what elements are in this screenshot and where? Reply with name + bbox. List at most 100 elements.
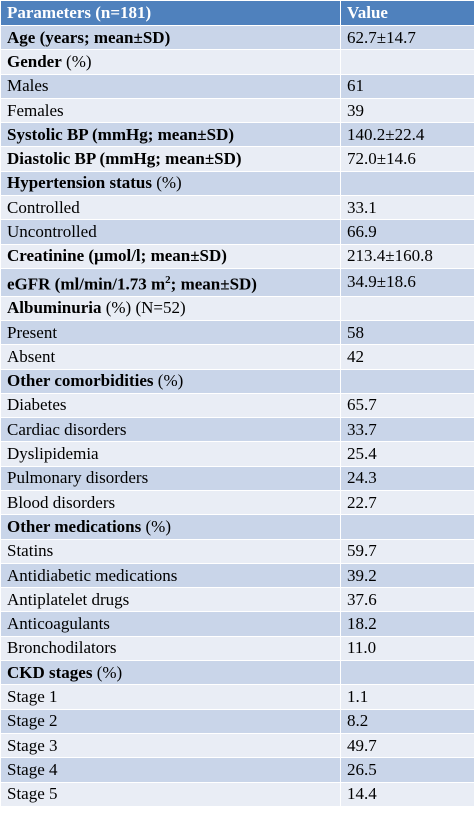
value-cell [340, 660, 474, 686]
value-cell [340, 368, 474, 394]
parameter-label: Age (years; mean±SD) [7, 27, 171, 47]
value-cell: 22.7 [340, 489, 474, 516]
value-cell: 24.3 [340, 465, 474, 492]
parameter-cell: eGFR (ml/min/1.73 m2; mean±SD) [0, 267, 341, 297]
table-row: Age (years; mean±SD) 62.7±14.7 [0, 24, 474, 51]
table-row: Bronchodilators 11.0 [0, 635, 474, 662]
value-cell: 34.9±18.6 [340, 267, 474, 297]
parameter-cell: Creatinine (µmol/l; mean±SD) [0, 243, 341, 269]
parameter-cell: CKD stages (%) [0, 660, 341, 686]
table-row: Diabetes 65.7 [0, 392, 474, 419]
value-cell: 26.5 [340, 757, 474, 783]
parameter-label: Diabetes [7, 395, 67, 415]
parameter-cell: Albuminuria (%) (N=52) [0, 295, 341, 321]
value-cell [340, 514, 474, 540]
value-cell: 62.7±14.7 [340, 24, 474, 51]
table-row: Present 58 [0, 319, 474, 346]
parameter-cell: Gender (%) [0, 49, 341, 75]
table-body: Age (years; mean±SD) 62.7±14.7 Gender (%) M… [0, 24, 474, 807]
value-cell: 213.4±160.8 [340, 243, 474, 269]
parameter-cell: Anticoagulants [0, 611, 341, 637]
table-row: Females 39 [0, 97, 474, 124]
parameter-label: Statins [7, 541, 54, 561]
header-parameters: Parameters (n=181) [0, 0, 341, 26]
table-row: Gender (%) [0, 49, 474, 75]
parameter-label: Stage 2 [7, 711, 58, 731]
parameter-cell: Hypertension status (%) [0, 170, 341, 197]
value-cell: 59.7 [340, 538, 474, 564]
table-row: Stage 4 26.5 [0, 757, 474, 783]
parameter-label: Creatinine (µmol/l; mean±SD) [7, 246, 227, 266]
table-row: Controlled 33.1 [0, 195, 474, 221]
table-row: Anticoagulants 18.2 [0, 611, 474, 637]
table-row: Pulmonary disorders 24.3 [0, 465, 474, 492]
parameter-label: Present [7, 322, 58, 342]
parameter-label: Controlled [7, 197, 80, 217]
parameter-label: Stage 3 [7, 735, 58, 755]
parameter-label: Albuminuria [7, 298, 102, 318]
value-cell: 25.4 [340, 441, 474, 467]
table-row: Dyslipidemia 25.4 [0, 441, 474, 467]
parameter-label: Other medications [7, 516, 142, 536]
patient-characteristics-table: Parameters (n=181) Value Age (years; mea… [0, 0, 474, 807]
value-cell: 1.1 [340, 684, 474, 710]
table-row: Other comorbidities (%) [0, 368, 474, 394]
value-cell: 66.9 [340, 219, 474, 245]
table-row: Stage 2 8.2 [0, 708, 474, 734]
table-row: Diastolic BP (mmHg; mean±SD) 72.0±14.6 [0, 146, 474, 172]
table-row: Males 61 [0, 73, 474, 99]
parameter-label: Pulmonary disorders [7, 468, 149, 488]
table-row: Other medications (%) [0, 514, 474, 540]
value-cell: 72.0±14.6 [340, 146, 474, 172]
parameter-label: Diastolic BP (mmHg; mean±SD) [7, 149, 242, 169]
value-cell [340, 170, 474, 197]
parameter-suffix: (%) [141, 516, 171, 536]
parameter-label: Cardiac disorders [7, 419, 127, 439]
parameter-cell: Stage 4 [0, 757, 341, 783]
parameter-label: Absent [7, 346, 56, 366]
parameter-label: Stage 5 [7, 784, 58, 804]
value-cell [340, 295, 474, 321]
value-cell: 39.2 [340, 562, 474, 589]
value-cell: 37.6 [340, 587, 474, 613]
parameter-cell: Other medications (%) [0, 514, 341, 540]
parameter-cell: Other comorbidities (%) [0, 368, 341, 394]
parameter-label: Other comorbidities [7, 371, 154, 391]
parameter-label: Blood disorders [7, 492, 116, 512]
table-row: Statins 59.7 [0, 538, 474, 564]
parameter-cell: Cardiac disorders [0, 417, 341, 443]
parameter-suffix: (%) [151, 173, 182, 193]
parameter-label: Stage 4 [7, 759, 58, 779]
parameter-cell: Age (years; mean±SD) [0, 24, 341, 51]
header-value: Value [340, 0, 474, 26]
parameter-label: Anticoagulants [7, 614, 110, 634]
parameter-suffix: (%) [61, 51, 92, 71]
parameter-label: Gender [7, 51, 62, 71]
parameter-cell: Antiplatelet drugs [0, 587, 341, 613]
value-cell: 42 [340, 344, 474, 370]
parameter-cell: Stage 2 [0, 708, 341, 734]
parameter-suffix: (%) (N=52) [101, 298, 186, 318]
value-cell: 11.0 [340, 635, 474, 662]
parameter-label: Hypertension status [7, 173, 152, 193]
table-row: Albuminuria (%) (N=52) [0, 295, 474, 321]
table-row: Blood disorders 22.7 [0, 489, 474, 516]
table-row: Absent 42 [0, 344, 474, 370]
parameter-cell: Absent [0, 344, 341, 370]
value-cell: 8.2 [340, 708, 474, 734]
parameter-cell: Dyslipidemia [0, 441, 341, 467]
parameter-label: Dyslipidemia [7, 444, 99, 464]
table-row: Antiplatelet drugs 37.6 [0, 587, 474, 613]
parameter-label-continued: ; mean±SD) [170, 274, 257, 294]
parameter-cell: Systolic BP (mmHg; mean±SD) [0, 122, 341, 148]
table-row: Stage 3 49.7 [0, 732, 474, 759]
parameter-cell: Stage 5 [0, 781, 341, 807]
value-cell: 39 [340, 97, 474, 124]
parameter-label: eGFR (ml/min/1.73 m [7, 274, 166, 294]
value-cell: 14.4 [340, 781, 474, 807]
parameter-cell: Antidiabetic medications [0, 562, 341, 589]
parameter-cell: Controlled [0, 195, 341, 221]
table-row: Hypertension status (%) [0, 170, 474, 197]
parameter-label: CKD stages [7, 662, 93, 682]
parameter-suffix: (%) [153, 371, 184, 391]
